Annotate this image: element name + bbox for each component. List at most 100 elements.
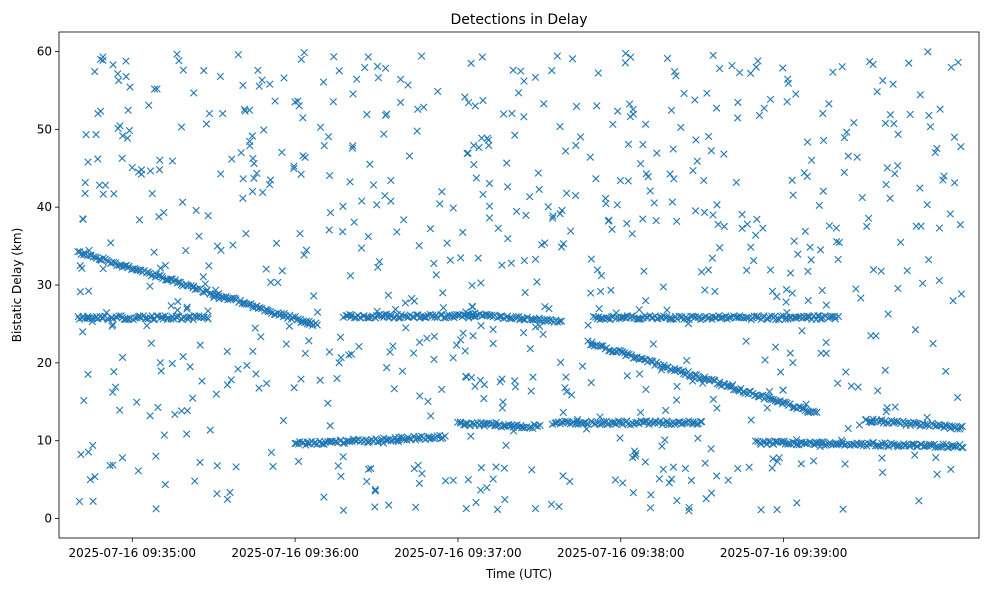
data-point (404, 81, 412, 89)
data-point (698, 379, 707, 387)
data-point (109, 461, 117, 469)
data-point (801, 227, 809, 235)
data-point (847, 382, 856, 390)
data-point (929, 339, 937, 348)
data-point (815, 201, 823, 210)
data-point (483, 483, 491, 492)
data-point (733, 114, 742, 122)
data-point (150, 85, 159, 93)
data-point (568, 391, 576, 399)
data-point (443, 239, 451, 247)
data-point (869, 266, 878, 274)
data-point (426, 225, 435, 233)
data-point (709, 395, 718, 404)
data-point (266, 176, 275, 184)
data-point (557, 243, 566, 251)
data-point (84, 158, 92, 166)
data-point (109, 320, 117, 329)
data-point (840, 168, 849, 177)
data-point (156, 156, 164, 164)
data-point (526, 424, 534, 432)
data-point (264, 307, 272, 316)
data-point (217, 246, 225, 255)
data-point (720, 222, 728, 231)
data-point (387, 176, 395, 185)
data-point (511, 383, 520, 391)
y-tick-label: 10 (37, 434, 52, 448)
data-point (673, 496, 681, 505)
data-point (597, 271, 606, 280)
data-point (205, 262, 213, 270)
data-point (712, 104, 721, 112)
data-point (279, 416, 288, 425)
data-point (673, 366, 681, 374)
data-point (639, 215, 647, 223)
data-point (691, 207, 700, 215)
data-point (776, 368, 785, 376)
x-tick-label: 2025-07-16 09:36:00 (231, 546, 358, 560)
data-point (657, 366, 666, 374)
data-point (561, 147, 570, 155)
data-point (76, 288, 85, 296)
data-point (463, 149, 471, 158)
data-point (559, 240, 568, 248)
data-point (521, 288, 529, 297)
data-point (773, 505, 781, 514)
data-point (559, 472, 567, 480)
data-point (584, 321, 592, 329)
data-point (357, 244, 366, 252)
data-point (124, 106, 132, 114)
x-tick-label: 2025-07-16 09:39:00 (720, 546, 847, 560)
data-point (410, 297, 419, 305)
data-point (621, 59, 630, 67)
data-point (456, 336, 465, 344)
data-point (788, 438, 797, 446)
data-point (396, 98, 405, 107)
data-point (935, 224, 944, 232)
data-point (715, 64, 724, 73)
data-point (850, 118, 858, 127)
data-point (477, 279, 485, 287)
data-point (186, 363, 194, 371)
data-point (747, 416, 755, 424)
data-point (339, 506, 348, 515)
data-point (933, 144, 941, 153)
data-point (480, 380, 489, 389)
data-point (838, 62, 846, 71)
data-point (200, 313, 208, 322)
data-point (844, 424, 852, 433)
data-point (441, 432, 449, 440)
data-point (80, 396, 88, 405)
data-point (365, 314, 373, 322)
data-point (613, 107, 622, 115)
data-point (798, 327, 806, 335)
data-point (399, 216, 408, 224)
data-point (474, 254, 482, 262)
data-point (835, 238, 843, 247)
data-point (176, 278, 185, 286)
data-point (393, 228, 401, 236)
data-point (122, 315, 130, 324)
data-point (953, 425, 961, 433)
data-point (313, 321, 321, 329)
data-point (110, 368, 118, 376)
data-point (175, 57, 183, 65)
data-point (531, 255, 540, 263)
data-point (391, 305, 400, 314)
data-point (670, 175, 678, 183)
data-point (168, 157, 177, 165)
data-point (77, 450, 85, 459)
data-point (694, 434, 702, 443)
data-point (825, 100, 833, 108)
data-point (125, 126, 134, 135)
data-point (188, 394, 197, 402)
data-point (548, 66, 556, 75)
data-point (96, 55, 105, 64)
data-point (556, 317, 564, 326)
data-point (635, 305, 643, 314)
data-point (205, 109, 214, 118)
data-point (278, 267, 286, 275)
data-point (924, 48, 932, 56)
data-point (499, 110, 508, 118)
data-point (720, 150, 728, 158)
